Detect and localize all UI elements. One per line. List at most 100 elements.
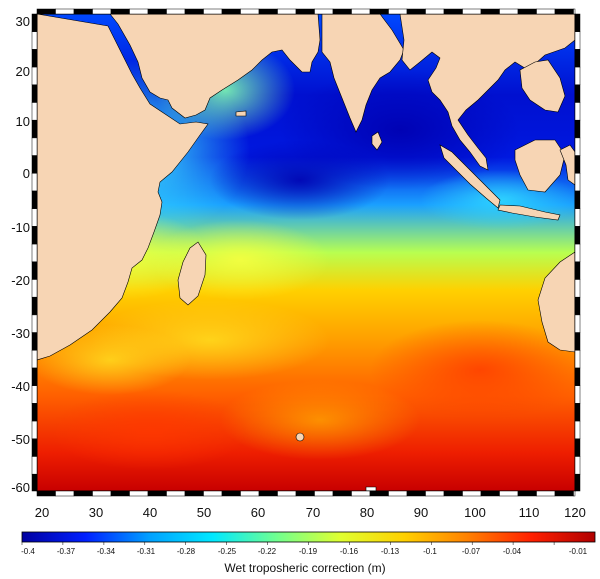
graticule-border-segment [55,8,75,15]
graticule-border-segment [31,420,38,440]
lat-tick-label: 20 [16,64,30,79]
colorbar-tick-label: -0.22 [258,547,277,556]
kerguelen-island [295,432,305,442]
graticule-border-segment [462,8,482,15]
graticule-border-segment [221,8,241,15]
graticule-border-segment [277,490,297,497]
graticule-border-segment [110,8,130,15]
amsterdam-island [365,486,377,491]
graticule-border-segment [147,8,167,15]
graticule-border-segment [31,279,38,298]
graticule-border-segment [31,367,38,386]
graticule-border-segment [369,8,389,15]
graticule-border-segment [443,490,463,497]
graticule-border-segment [573,8,576,15]
graticule-border-segment [574,403,581,422]
graticule-border-segment [499,490,519,497]
graticule-border-segment [73,490,93,497]
colorbar-tick-label: -0.01 [569,547,588,556]
graticule-border-segment [406,490,426,497]
sulawesi [559,144,575,186]
lon-tick-label: 30 [89,505,103,520]
graticule-border-segment [574,102,581,121]
graticule-border-segment [31,385,38,404]
lon-tick-label: 70 [306,505,320,520]
graticule-border-segment [425,490,445,497]
graticule-border-segment [443,8,463,15]
graticule-border-segment [295,490,315,497]
graticule-border-segment [31,66,38,86]
graticule-border-segment [31,119,38,139]
graticule-border-segment [536,8,556,15]
lon-tick-label: 40 [143,505,157,520]
graticule-border-segment [517,490,537,497]
lon-tick-label: 80 [360,505,374,520]
lat-tick-labels: 30 20 10 0 -10 -20 -30 -40 -50 -60 [11,14,30,495]
lat-tick-label: -30 [11,326,30,341]
graticule-border-segment [221,490,241,497]
graticule-border-segment [31,473,38,492]
colorbar: -0.4 -0.37 -0.34 -0.31 -0.28 -0.25 -0.22… [21,531,596,575]
graticule-border-segment [31,350,38,369]
lat-tick-label: -60 [11,480,30,495]
graticule-border-segment [332,8,352,15]
graticule-border-segment [574,279,581,298]
graticule-border-segment [574,420,581,440]
graticule-border-segment [462,490,482,497]
lat-tick-label: 0 [23,166,30,181]
graticule-border-segment [31,137,38,156]
graticule-border-segment [574,31,581,50]
graticule-border-segment [166,490,186,497]
graticule-border-segment [554,490,574,497]
graticule-border-segment [129,490,149,497]
colorbar-tick-label: -0.19 [299,547,318,556]
graticule-border-segment [574,155,581,174]
graticule-border-segment [31,208,38,227]
graticule-border-segment [240,8,260,15]
graticule-border-segment [574,296,581,316]
graticule-border-segment [574,473,581,492]
graticule-border-segment [295,8,315,15]
graticule-border-segment [499,8,519,15]
graticule-border-segment [574,367,581,386]
graticule-border-segment [332,490,352,497]
graticule-border-segment [574,332,581,351]
graticule-border-segment [184,8,204,15]
graticule-border-segment [31,155,38,174]
lat-tick-label: 10 [16,114,30,129]
graticule-border-segment [480,8,500,15]
graticule-border-segment [31,102,38,121]
graticule-border-segment [277,8,297,15]
colorbar-tick-label: -0.07 [462,547,481,556]
lon-tick-label: 20 [35,505,49,520]
graticule-border-segment [92,8,112,15]
graticule-border-segment [574,137,581,156]
graticule-border-segment [31,84,38,103]
graticule-border-segment [31,332,38,351]
colorbar-tick-label: -0.28 [177,547,196,556]
indochina-landmass [519,59,566,113]
graticule-border-segment [517,8,537,15]
sri-lanka [371,131,383,151]
graticule-border-segment [31,261,38,280]
graticule-border-segment [31,403,38,422]
lon-tick-label: 100 [464,505,486,520]
graticule-border-segment [31,296,38,316]
graticule-border-segment [203,490,223,497]
borneo [514,139,566,193]
java [497,204,561,221]
graticule-border-segment [574,385,581,404]
graticule-border-segment [166,8,186,15]
graticule-border-segment [388,490,408,497]
graticule-border-segment [574,173,581,192]
graticule-border-segment [573,490,576,497]
colorbar-tick-label: -0.1 [423,547,437,556]
land-masses [37,14,575,491]
australia-landmass [537,251,575,353]
graticule-border-segment [31,31,38,50]
graticule-border-segment [31,13,38,32]
graticule-border-segment [574,190,581,209]
graticule-border-segment [574,119,581,139]
graticule-border-segment [574,226,581,245]
graticule-border-segment [480,490,500,497]
